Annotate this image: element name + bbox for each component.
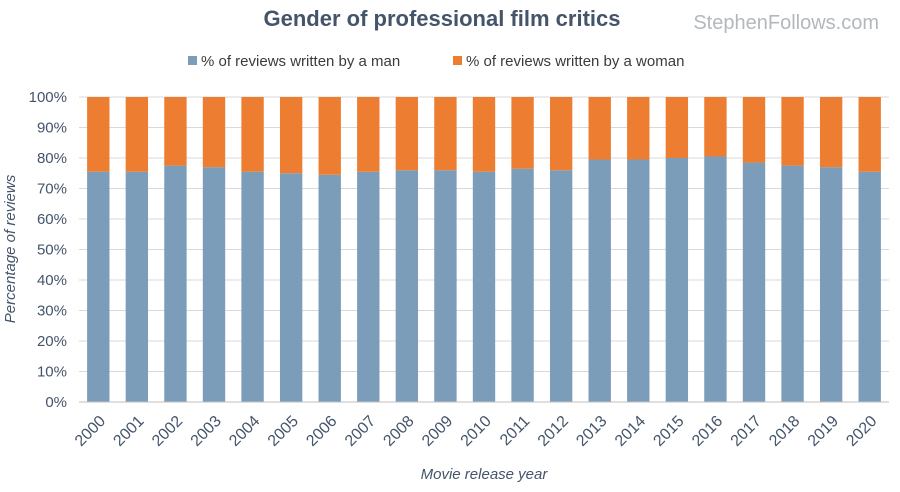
bar-segment-woman — [858, 97, 881, 172]
bar-segment-man — [241, 171, 264, 402]
bar-segment-woman — [241, 97, 264, 172]
x-tick-label: 2012 — [535, 413, 572, 450]
x-tick-label: 2005 — [265, 413, 302, 450]
y-tick-label: 80% — [37, 150, 67, 167]
bar-segment-woman — [819, 97, 843, 168]
y-tick-label: 40% — [37, 272, 67, 289]
bar-segment-man — [511, 168, 534, 402]
y-axis-ticks: 0% 10% 20% 30% 40% 50% 60% 70% 80% 90% 100% — [29, 89, 67, 411]
watermark-text: StephenFollows.com — [693, 12, 879, 34]
bar-segment-woman — [395, 97, 419, 171]
x-tick-label: 2010 — [458, 413, 495, 450]
bar-segment-woman — [434, 97, 457, 171]
x-tick-label: 2019 — [805, 413, 842, 450]
bar-segment-man — [627, 159, 650, 402]
bar-segment-man — [318, 174, 341, 402]
bar-segment-woman — [588, 97, 611, 160]
bar-segment-woman — [357, 97, 380, 172]
y-tick-label: 90% — [37, 120, 67, 137]
x-tick-label: 2016 — [689, 413, 726, 450]
legend: % of reviews written by a man % of revie… — [188, 53, 684, 70]
bar-segment-woman — [318, 97, 341, 175]
bars — [87, 97, 881, 402]
x-tick-label: 2009 — [419, 413, 456, 450]
x-tick-label: 2015 — [650, 413, 687, 450]
bar-segment-man — [588, 159, 611, 402]
y-tick-label: 60% — [37, 211, 67, 228]
bar-segment-woman — [125, 97, 149, 172]
bar-segment-woman — [472, 97, 496, 172]
x-axis-ticks: 2000 2001 2002 2003 2004 2005 2006 2007 2008 2009… — [72, 413, 881, 450]
x-tick-label: 2011 — [497, 413, 533, 449]
x-tick-label: 2000 — [72, 413, 109, 450]
bar-segment-man — [819, 167, 843, 402]
bar-segment-man — [781, 165, 804, 402]
bar-segment-woman — [742, 97, 766, 163]
x-tick-label: 2017 — [728, 413, 765, 450]
bar-segment-man — [125, 171, 149, 402]
bar-segment-woman — [279, 97, 303, 174]
bar-segment-woman — [87, 97, 110, 172]
bar-segment-man — [87, 171, 110, 402]
bar-segment-man — [357, 171, 380, 402]
legend-label-woman: % of reviews written by a woman — [466, 53, 684, 70]
bar-segment-woman — [164, 97, 187, 166]
bar-segment-man — [472, 171, 496, 402]
bar-segment-man — [549, 170, 573, 402]
y-tick-label: 10% — [37, 364, 67, 381]
bar-segment-woman — [202, 97, 226, 168]
x-tick-label: 2006 — [303, 413, 340, 450]
x-tick-label: 2014 — [612, 413, 649, 450]
legend-label-man: % of reviews written by a man — [201, 53, 400, 70]
y-tick-label: 100% — [29, 89, 67, 106]
legend-swatch-man — [188, 56, 197, 65]
bar-segment-man — [164, 165, 187, 402]
bar-segment-man — [279, 173, 303, 402]
bar-segment-woman — [627, 97, 650, 160]
bar-segment-man — [742, 162, 766, 402]
legend-swatch-woman — [453, 56, 462, 65]
y-axis-title: Percentage of reviews — [2, 174, 19, 323]
x-axis-title: Movie release year — [421, 466, 549, 483]
bar-segment-woman — [781, 97, 804, 166]
bar-segment-man — [704, 156, 727, 402]
x-tick-label: 2018 — [766, 413, 803, 450]
y-tick-label: 70% — [37, 181, 67, 198]
x-tick-label: 2001 — [110, 413, 147, 450]
x-tick-label: 2020 — [843, 413, 880, 450]
bar-segment-man — [858, 171, 881, 402]
bar-segment-woman — [549, 97, 573, 171]
x-tick-label: 2003 — [188, 413, 225, 450]
y-tick-label: 50% — [37, 242, 67, 259]
bar-segment-woman — [665, 97, 689, 158]
bar-segment-woman — [704, 97, 727, 157]
x-tick-label: 2013 — [573, 413, 610, 450]
x-tick-label: 2002 — [149, 413, 186, 450]
x-tick-label: 2007 — [342, 413, 379, 450]
y-tick-label: 30% — [37, 303, 67, 320]
bar-segment-man — [665, 158, 689, 402]
chart-title: Gender of professional film critics — [264, 6, 621, 31]
bar-segment-man — [395, 170, 419, 402]
y-tick-label: 20% — [37, 333, 67, 350]
x-tick-label: 2004 — [226, 413, 263, 450]
bar-segment-man — [202, 167, 226, 402]
x-tick-label: 2008 — [380, 413, 417, 450]
bar-segment-woman — [511, 97, 534, 169]
bar-segment-man — [434, 170, 457, 402]
y-tick-label: 0% — [45, 394, 67, 411]
